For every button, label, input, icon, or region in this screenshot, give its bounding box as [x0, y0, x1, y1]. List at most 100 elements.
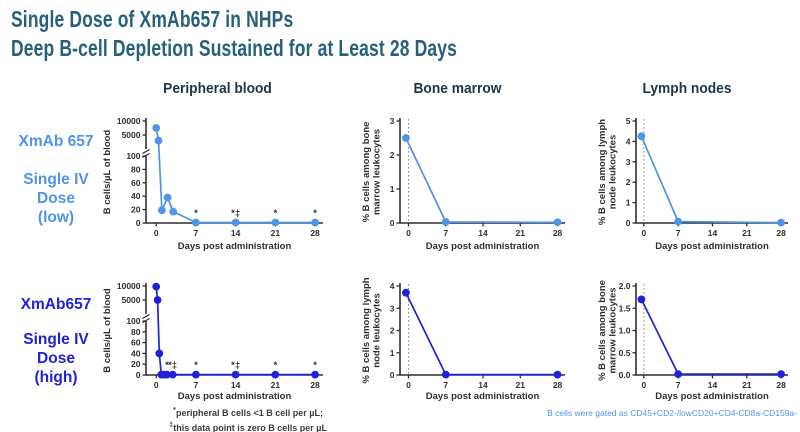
x-tick-label: 14 [478, 228, 488, 238]
data-point [192, 370, 200, 379]
series-line [405, 292, 558, 376]
y-tick-label: 4 [626, 136, 631, 146]
data-point [169, 207, 178, 216]
x-tick-label: 7 [194, 228, 199, 238]
y-axis-title-line-2: marrow leukocytes [608, 287, 619, 373]
y-tick-label: 0 [136, 218, 141, 228]
asterisk-symbol: * [173, 405, 176, 414]
x-tick-label: 21 [271, 228, 281, 238]
data-point [231, 370, 240, 379]
x-axis-title: Days post administration [655, 241, 769, 252]
y-axis-title-line-2: node leukocytes [608, 135, 619, 209]
x-tick-label: 14 [478, 380, 488, 390]
x-axis-title: Days post administration [178, 241, 292, 252]
row-label-low-name: XmAb 657 [18, 133, 94, 150]
data-point [311, 370, 319, 379]
x-tick-label: 0 [406, 228, 411, 238]
x-tick-label: 28 [553, 228, 563, 238]
y-axis-title-line-2: marrow leukocytes [372, 129, 383, 215]
y-tick-label: 5 [626, 116, 631, 126]
chart-lymph-nodes-column-high: 0 7 14 21 28 0.0 0.5 1.0 1.5 2.0 % B cells among b… [597, 280, 788, 402]
data-point [637, 132, 646, 141]
x-tick-label: 7 [676, 228, 681, 238]
row-label-low-dose: Single IV Dose (low) [0, 170, 112, 227]
x-tick-label: 21 [742, 228, 752, 238]
x-axis-title: Days post administration [178, 391, 292, 402]
chart-bone-marrow-column-high: 0 7 14 21 28 0 1 2 3 4 % B cells among lymph node l… [361, 277, 565, 402]
y-tick-label: 2 [390, 150, 395, 160]
slide-title: Single Dose of XmAb657 in NHPs Deep B-ce… [11, 5, 457, 63]
y-axis-title-line-1: % B cells among lymph [361, 277, 372, 383]
y-axis-title: B cells/µL of blood [102, 130, 113, 215]
x-tick-label: 14 [708, 380, 718, 390]
x-tick-label: 28 [553, 380, 563, 390]
column-header-bone-marrow: Bone marrow [413, 81, 502, 97]
data-point [152, 124, 161, 132]
footnote-line-asterisk: *peripheral B cells <1 B cell per µL; [118, 404, 378, 419]
y-tick-label: 4 [390, 281, 395, 291]
y-tick-label: 1 [390, 184, 395, 194]
significance-marker: * [313, 360, 317, 371]
data-point [553, 218, 562, 227]
row-label-low-dose-line-1: Single IV [23, 171, 89, 188]
x-tick-label: 7 [443, 380, 448, 390]
row-label-high-name: XmAb657 [20, 296, 92, 313]
dagger-symbol: ‡ [169, 420, 174, 429]
chart-lymph-nodes-low: 0 7 14 21 28 0 1 2 3 4 5 % B cells among lymph node … [597, 116, 788, 252]
x-tick-label: 0 [641, 380, 646, 390]
data-point [311, 218, 319, 227]
y-axis-title-line-1: % B cells among bone [597, 280, 608, 381]
y-tick-label: 0 [626, 218, 631, 228]
y-tick-label: 5000 [122, 130, 141, 140]
significance-marker: *‡ [231, 360, 240, 371]
row-label-high-dose-line-2: Dose [37, 350, 75, 367]
significance-marker: * [313, 208, 317, 219]
y-tick-label: 1 [626, 198, 631, 208]
y-tick-label: 100 [126, 316, 140, 326]
y-tick-label: 1.0 [619, 326, 631, 336]
data-point [553, 370, 562, 379]
data-point [154, 136, 163, 145]
data-point [777, 218, 785, 227]
significance-marker: * [165, 360, 169, 371]
data-point [271, 370, 280, 379]
y-tick-label: 5000 [122, 295, 141, 305]
significance-marker: * [194, 360, 198, 371]
data-point [441, 370, 450, 379]
significance-marker: * [273, 360, 277, 371]
series-line [405, 137, 558, 224]
x-tick-label: 28 [776, 380, 786, 390]
data-point [231, 218, 240, 227]
significance-marker: *‡ [231, 208, 240, 219]
x-tick-label: 28 [310, 380, 320, 390]
axis-break-mark [142, 313, 150, 320]
y-tick-label: 3 [390, 303, 395, 313]
row-label-low-dose-line-3: (low) [37, 209, 75, 226]
y-tick-label: 80 [131, 327, 141, 337]
x-tick-label: 21 [516, 380, 526, 390]
x-tick-label: 14 [231, 228, 241, 238]
footnote: *peripheral B cells <1 B cell per µL; ‡t… [118, 404, 378, 432]
x-tick-label: 7 [443, 228, 448, 238]
column-header-lymph-nodes: Lymph nodes [642, 81, 732, 97]
row-label-high-dose-line-1: Single IV [23, 331, 89, 348]
row-label-high-dose-line-3: (high) [34, 369, 78, 386]
x-tick-label: 14 [231, 380, 241, 390]
y-tick-label: 40 [131, 191, 141, 201]
slide-title-line-1: Single Dose of XmAb657 in NHPs [11, 6, 294, 32]
data-point [637, 295, 646, 304]
x-tick-label: 21 [271, 380, 281, 390]
x-tick-label: 0 [154, 228, 159, 238]
y-tick-label: 40 [131, 348, 141, 358]
x-tick-label: 28 [776, 228, 786, 238]
footnote-line-dagger: ‡this data point is zero B cells per µL [118, 419, 378, 432]
gating-note: B cells were gated as CD45+CD2-/lowCD20+… [547, 408, 797, 418]
y-tick-label: 1.5 [619, 303, 631, 313]
data-point [155, 349, 164, 358]
y-tick-label: 60 [131, 178, 141, 188]
x-tick-label: 0 [154, 380, 159, 390]
data-point [777, 370, 785, 378]
y-tick-label: 10000 [117, 281, 141, 291]
column-header-peripheral-blood: Peripheral blood [163, 81, 272, 97]
data-point [402, 288, 410, 297]
